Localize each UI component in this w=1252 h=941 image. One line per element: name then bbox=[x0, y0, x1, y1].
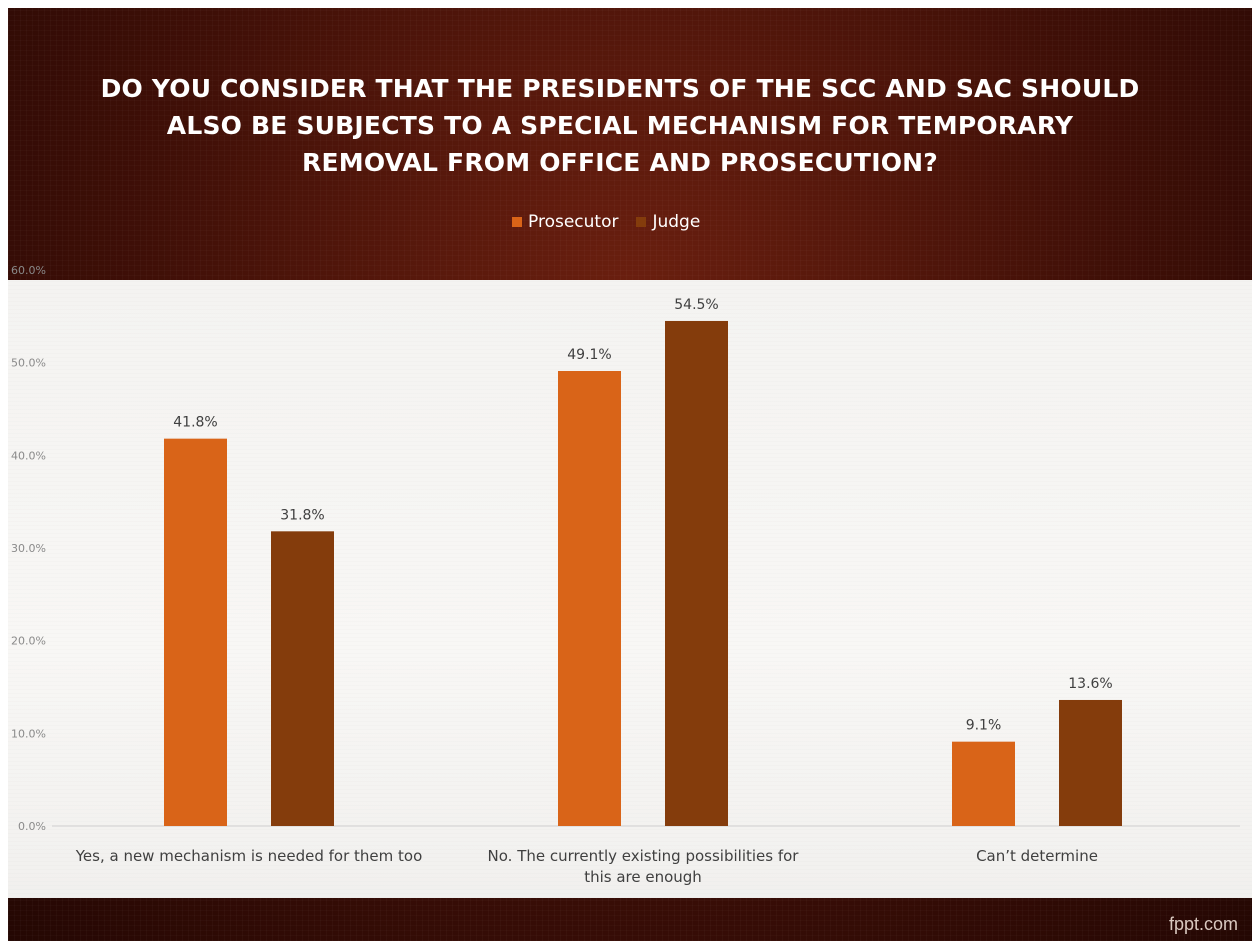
y-tick-label: 30.0% bbox=[11, 542, 46, 555]
data-label-judge-3: 13.6% bbox=[1068, 676, 1112, 692]
bar-prosecutor-2 bbox=[558, 371, 621, 826]
bar-judge-1 bbox=[271, 531, 334, 826]
x-category-label: Can’t determine bbox=[976, 847, 1098, 865]
legend-item-prosecutor: Prosecutor bbox=[512, 212, 618, 232]
data-label-judge-2: 54.5% bbox=[674, 297, 718, 313]
y-tick-label: 10.0% bbox=[11, 727, 46, 740]
bar-prosecutor-1 bbox=[164, 438, 227, 826]
x-category-label: No. The currently existing possibilities… bbox=[488, 847, 800, 886]
y-tick-label: 50.0% bbox=[11, 357, 46, 370]
data-label-prosecutor-1: 41.8% bbox=[173, 415, 217, 431]
y-tick-label: 60.0% bbox=[11, 264, 46, 277]
x-category-label: Yes, a new mechanism is needed for them … bbox=[75, 847, 423, 865]
bar-prosecutor-3 bbox=[952, 741, 1015, 826]
data-label-prosecutor-2: 49.1% bbox=[567, 347, 611, 363]
y-tick-label: 20.0% bbox=[11, 635, 46, 648]
legend-label-prosecutor: Prosecutor bbox=[528, 212, 619, 232]
y-tick-label: 40.0% bbox=[11, 449, 46, 462]
y-tick-label: 0.0% bbox=[18, 820, 46, 833]
data-label-prosecutor-3: 9.1% bbox=[966, 718, 1002, 734]
bar-judge-3 bbox=[1059, 699, 1122, 826]
watermark: fppt.com bbox=[1168, 914, 1238, 934]
legend-swatch-prosecutor bbox=[512, 217, 522, 227]
legend-swatch-judge bbox=[636, 217, 647, 227]
bar-judge-2 bbox=[665, 320, 728, 826]
chart-title: DO YOU CONSIDER THAT THE PRESIDENTS OF T… bbox=[100, 74, 1140, 177]
chart-legend: Prosecutor Judge bbox=[512, 210, 718, 234]
legend-label-judge: Judge bbox=[652, 212, 701, 232]
legend-item-judge: Judge bbox=[636, 212, 700, 232]
data-label-judge-1: 31.8% bbox=[280, 507, 324, 523]
